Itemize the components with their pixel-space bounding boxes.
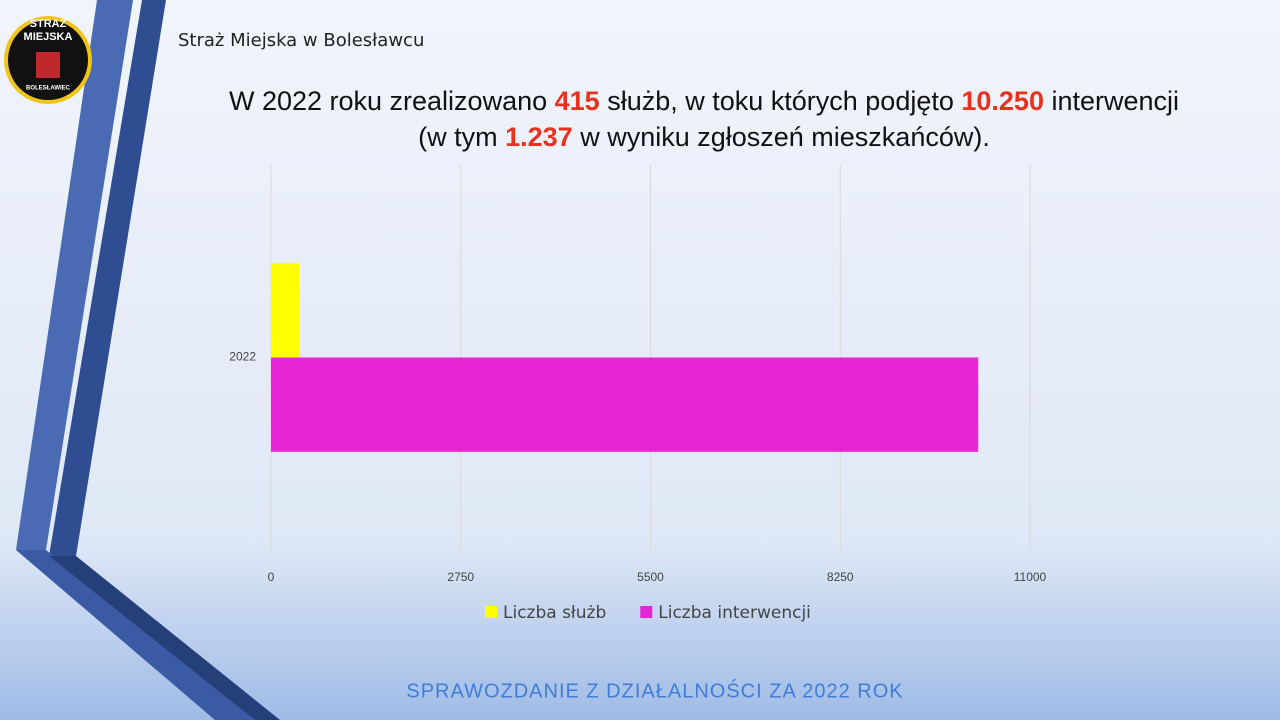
logo-text: BOLESŁAWIEC [26, 86, 71, 92]
chart: 0 2750 5500 8250 11000 2022 Liczba służb Liczba… [229, 165, 1047, 623]
title-segment: 1.237 [505, 122, 573, 152]
footer: SPRAWOZDANIE Z DZIAŁALNOŚCI ZA 2022 ROK [406, 678, 903, 702]
logo: STRAŻ MIEJSKA BOLESŁAWIEC [4, 16, 92, 104]
logo-text: STRAŻ [30, 17, 67, 30]
bar [271, 357, 979, 452]
logo-text: MIEJSKA [24, 31, 73, 43]
title-line: W 2022 roku zrealizowano 415 służb, w to… [229, 86, 1179, 116]
decor-stripe [49, 556, 280, 720]
bar [271, 263, 300, 358]
y-tick-label: 2022 [229, 350, 256, 364]
x-tick-label: 5500 [637, 570, 664, 584]
decor-stripe [16, 0, 133, 550]
x-tick-label: 2750 [447, 570, 474, 584]
title-segment: W 2022 roku zrealizowano [229, 86, 555, 116]
title-segment: (w tym [418, 122, 505, 152]
legend-label: Liczba interwencji [658, 603, 811, 623]
title-segment: 415 [555, 86, 600, 116]
title-segment: 10.250 [961, 86, 1044, 116]
legend-swatch [485, 606, 497, 618]
header: Straż Miejska w Bolesławcu [178, 30, 424, 51]
decor-stripe [16, 550, 255, 720]
legend-swatch [640, 606, 653, 618]
logo-emblem [36, 52, 60, 78]
title-line: (w tym 1.237 w wyniku zgłoszeń mieszkańc… [418, 122, 990, 152]
x-tick-label: 11000 [1014, 570, 1047, 584]
x-tick-label: 8250 [827, 570, 854, 584]
legend-label: Liczba służb [503, 603, 606, 623]
title-segment: służb, w toku których podjęto [600, 86, 962, 116]
decor-stripe [49, 0, 166, 556]
title-segment: interwencji [1044, 86, 1179, 116]
x-tick-label: 0 [268, 570, 275, 584]
title-segment: w wyniku zgłoszeń mieszkańców). [573, 122, 990, 152]
